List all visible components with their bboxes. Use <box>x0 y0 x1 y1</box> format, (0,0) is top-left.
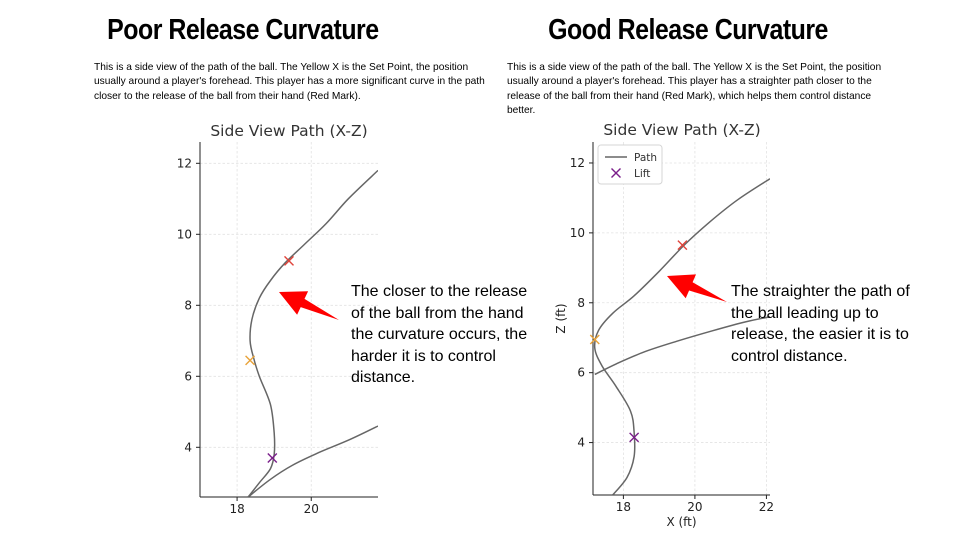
good-y-tick-label-10: 10 <box>570 226 585 240</box>
good-x-tick-label-18: 18 <box>616 500 631 514</box>
poor-x-tick-label-20: 20 <box>304 502 319 516</box>
good-chart: Side View Path (X-Z) 4 6 8 10 12 18 20 22 X (ft) Z… <box>554 121 774 529</box>
good-release-marker-stroke-b <box>677 240 688 251</box>
poor-y-tick-label-10: 10 <box>177 227 192 241</box>
poor-y-tick-label-12: 12 <box>177 156 192 170</box>
legend-path-label: Path <box>634 152 657 164</box>
good-y-tick-label-6: 6 <box>577 366 585 380</box>
poor-release-annotation: The closer to the release of the ball fr… <box>351 283 528 387</box>
legend-lift-label: Lift <box>634 168 650 180</box>
good-y-tick-label-8: 8 <box>577 296 585 310</box>
good-release-title: Good Release Curvature <box>548 14 828 46</box>
good-legend: Path Lift <box>597 144 663 185</box>
good-y-axis-label: Z (ft) <box>554 303 568 333</box>
poor-release-title: Poor Release Curvature <box>107 14 379 46</box>
poor-y-tick-label-4: 4 <box>184 440 192 454</box>
poor-y-tick-label-6: 6 <box>184 369 192 383</box>
good-x-tick-label-22: 22 <box>759 500 774 514</box>
good-release-marker <box>677 240 688 251</box>
poor-release-arrow <box>279 291 339 320</box>
poor-chart: Side View Path (X-Z) 4 6 8 10 12 18 20 <box>177 122 378 516</box>
good-legend-box <box>597 144 663 185</box>
good-set-point-marker <box>589 334 600 345</box>
poor-x-tick-label-18: 18 <box>229 502 244 516</box>
good-y-tick-label-4: 4 <box>577 436 585 450</box>
good-x-tick-label-20: 20 <box>687 500 702 514</box>
good-lift-marker-stroke-b <box>629 432 640 443</box>
poor-lift-marker-stroke-b <box>267 452 278 463</box>
good-release-annotation: The straighter the path of the ball lead… <box>731 283 910 365</box>
poor-release-marker-stroke-b <box>284 255 294 266</box>
good-y-tick-label-12: 12 <box>570 156 585 170</box>
poor-path-line-2 <box>247 425 378 497</box>
good-x-axis-label: X (ft) <box>666 515 696 529</box>
poor-release-marker <box>284 255 294 266</box>
good-release-arrow <box>667 274 727 302</box>
good-set-point-marker-stroke-b <box>589 334 600 345</box>
poor-release-description: This is a side view of the path of the b… <box>94 62 485 102</box>
annotation-arrows <box>279 274 727 320</box>
good-path-line-2 <box>594 316 770 376</box>
good-lift-marker <box>629 432 640 443</box>
good-release-description: This is a side view of the path of the b… <box>507 62 882 117</box>
poor-y-tick-label-8: 8 <box>184 298 192 312</box>
poor-lift-marker <box>267 452 278 463</box>
legend-lift-swatch-b <box>611 168 621 178</box>
good-chart-title: Side View Path (X-Z) <box>603 121 760 139</box>
poor-chart-title: Side View Path (X-Z) <box>210 122 367 140</box>
poor-set-point-marker-stroke-b <box>245 355 256 366</box>
poor-set-point-marker <box>245 355 256 366</box>
